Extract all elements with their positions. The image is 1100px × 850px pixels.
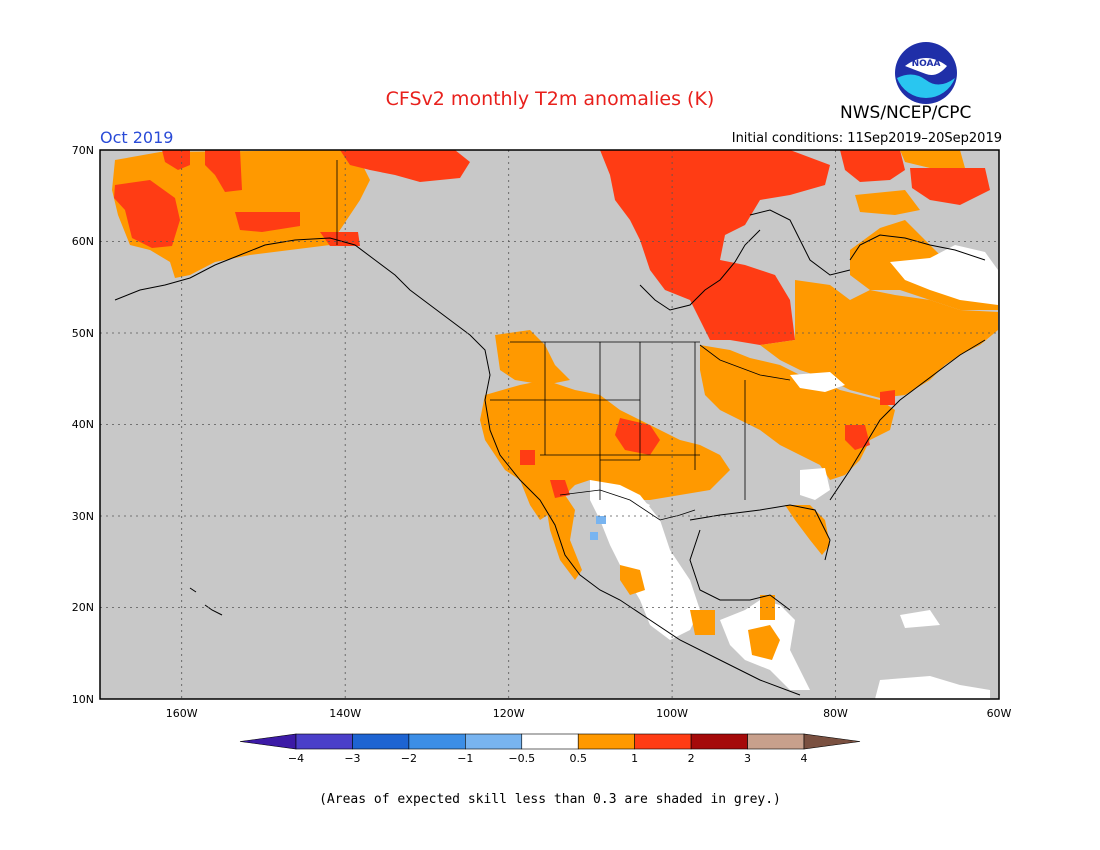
colorbar-tick-label: −4 (288, 752, 304, 765)
political-borders (336, 160, 791, 521)
colorbar-swatch (521, 733, 579, 750)
colorbar-tick-label: 4 (801, 752, 808, 765)
map-frame (99, 149, 1000, 700)
region-mid-atlantic-hot (845, 390, 895, 450)
lon-label: 80W (823, 707, 848, 720)
logo-text: NOAA (912, 59, 941, 69)
region-northwest-warm (495, 330, 570, 385)
lon-label: 100W (656, 707, 688, 720)
colorbar-swatch (465, 733, 523, 750)
region-labrador-white (890, 245, 998, 305)
colorbar-tick-label: −1 (457, 752, 473, 765)
anomaly-regions (112, 150, 998, 699)
map-title: CFSv2 monthly T2m anomalies (K) (385, 88, 715, 110)
coastlines (114, 209, 986, 696)
region-alaska-hot-south (235, 212, 360, 246)
latitude-labels: 70N 60N 50N 40N 30N 20N 10N (72, 144, 94, 706)
lat-label: 30N (72, 510, 94, 523)
colorbar-swatch (577, 733, 635, 750)
region-colorado-hot (615, 418, 660, 455)
colorbar-left-arrow (239, 733, 297, 750)
initial-conditions: Initial conditions: 11Sep2019–20Sep2019 (731, 131, 1002, 146)
region-southeast-white (800, 468, 830, 500)
region-mexico-warm (620, 565, 715, 635)
lat-label: 20N (72, 601, 94, 614)
colorbar: −4 −3 −2 −1 −0.5 0.5 1 2 3 4 (239, 733, 861, 765)
region-midwest-warm (700, 345, 895, 480)
colorbar-tick-label: −0.5 (508, 752, 535, 765)
colorbar-tick-label: −3 (344, 752, 360, 765)
region-alaska-hot-west (114, 180, 180, 248)
lon-label: 140W (329, 707, 361, 720)
colorbar-tick-label: 0.5 (569, 752, 587, 765)
region-east-canada-warm (760, 280, 998, 398)
region-baja-warm (545, 495, 582, 580)
region-hudson-hot (600, 150, 830, 345)
region-cuba-white (875, 610, 990, 699)
lat-label: 50N (72, 327, 94, 340)
colorbar-tick-label: 1 (631, 752, 638, 765)
colorbar-swatch (408, 733, 466, 750)
organization-label: NWS/NCEP/CPC (840, 103, 972, 123)
region-alaska-hot-north (162, 150, 470, 192)
longitude-labels: 160W 140W 120W 100W 80W 60W (166, 707, 1012, 720)
region-central-america-warm (748, 595, 780, 660)
forecast-period: Oct 2019 (100, 128, 174, 147)
lon-label: 60W (987, 707, 1012, 720)
region-texas-white (600, 495, 650, 520)
colorbar-swatch (690, 733, 748, 750)
lon-label: 120W (493, 707, 525, 720)
colorbar-right-arrow (803, 733, 861, 750)
lat-label: 10N (72, 693, 94, 706)
colorbar-swatch (634, 733, 692, 750)
region-negative-anomaly (590, 516, 606, 540)
noaa-logo: NOAA (895, 42, 957, 104)
lon-label: 160W (166, 707, 198, 720)
colorbar-tick-label: −2 (401, 752, 417, 765)
colorbar-swatch (295, 733, 353, 750)
skill-footnote: (Areas of expected skill less than 0.3 a… (319, 792, 781, 807)
colorbar-swatch (747, 733, 805, 750)
lat-lon-grid (100, 150, 999, 699)
region-baffin-hot (840, 150, 990, 205)
colorbar-tick-label: 3 (744, 752, 751, 765)
region-great-lakes-white (790, 372, 845, 392)
region-west-us-warm (480, 380, 730, 520)
lat-label: 60N (72, 235, 94, 248)
region-arctic-warm (855, 150, 965, 215)
colorbar-swatch (352, 733, 410, 750)
region-southwest-hot (520, 450, 570, 498)
lat-label: 40N (72, 418, 94, 431)
lat-label: 70N (72, 144, 94, 157)
colorbar-tick-label: 2 (688, 752, 695, 765)
